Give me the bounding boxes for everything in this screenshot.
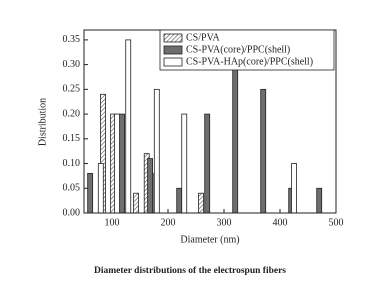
bar	[114, 113, 120, 214]
bar	[291, 163, 297, 214]
bar	[316, 187, 323, 214]
x-tick-label: 100	[105, 217, 120, 228]
bar	[119, 113, 125, 214]
bar	[260, 88, 267, 214]
bar	[153, 88, 160, 214]
bar	[176, 187, 183, 214]
y-tick-label: 0.00	[63, 207, 81, 218]
legend-label: CS/PVA	[186, 32, 221, 43]
y-tick-label: 0.30	[63, 59, 81, 70]
x-tick-label: 400	[273, 217, 288, 228]
bar	[232, 64, 239, 214]
y-tick-label: 0.20	[63, 108, 81, 119]
caption: Diameter distributions of the electrospu…	[94, 266, 286, 276]
bar	[97, 163, 104, 214]
legend-swatch	[163, 33, 183, 43]
x-tick-label: 200	[161, 217, 176, 228]
legend-swatch	[163, 57, 183, 67]
y-axis-label: Distribution	[37, 98, 48, 146]
legend-swatch	[163, 45, 183, 55]
y-tick-label: 0.10	[63, 158, 81, 169]
legend-label: CS-PVA(core)/PPC(shell)	[186, 44, 290, 55]
legend-box	[159, 29, 335, 71]
x-tick-label: 300	[217, 217, 232, 228]
bar	[125, 39, 132, 214]
x-tick-label: 500	[329, 217, 344, 228]
bar	[147, 158, 153, 214]
bar	[181, 113, 188, 214]
y-tick-label: 0.25	[63, 84, 81, 95]
bar	[87, 173, 94, 214]
y-tick-label: 0.35	[63, 34, 81, 45]
y-tick-label: 0.15	[63, 133, 81, 144]
y-tick-label: 0.05	[63, 183, 81, 194]
x-axis-label: Diameter (nm)	[180, 234, 239, 245]
bar	[133, 192, 139, 214]
legend-label: CS-PVA-HAp(core)/PPC(shell)	[186, 56, 313, 67]
bar	[198, 192, 204, 214]
bar	[204, 113, 211, 214]
